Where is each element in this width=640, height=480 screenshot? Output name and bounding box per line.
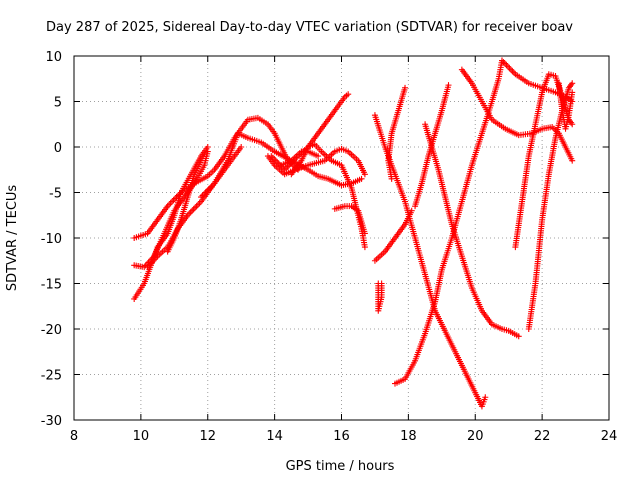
x-tick-label: 24: [601, 429, 618, 444]
y-tick-label: 5: [54, 96, 62, 111]
series-arc-10: [288, 91, 352, 178]
series-arc-13: [371, 207, 415, 264]
x-tick-label: 20: [467, 429, 484, 444]
data-point: [186, 210, 193, 217]
data-point: [196, 200, 203, 207]
data-point: [204, 144, 211, 150]
series-arc-15: [385, 84, 409, 182]
data-point: [187, 209, 194, 216]
series-arc-05: [164, 151, 208, 255]
data-point: [193, 203, 200, 210]
series-layer: [131, 57, 576, 410]
data-point: [358, 175, 365, 182]
data-point: [378, 280, 385, 287]
series-arc-23: [555, 80, 576, 132]
chart-title: Day 287 of 2025, Sidereal Day-to-day VTE…: [46, 20, 573, 35]
data-point: [238, 144, 245, 150]
y-tick-label: 10: [45, 50, 62, 65]
data-point: [388, 175, 395, 182]
data-point: [195, 201, 202, 208]
series-arc-22: [525, 80, 576, 332]
grid: [74, 56, 609, 420]
y-tick-label: -30: [41, 414, 62, 429]
data-point: [569, 80, 576, 87]
data-point: [169, 198, 176, 205]
y-tick-label: 0: [54, 141, 62, 156]
series-arc-06: [198, 130, 365, 201]
series-arc-03: [131, 144, 211, 302]
x-tick-label: 8: [70, 429, 78, 444]
data-point: [361, 244, 368, 251]
data-point: [361, 171, 368, 178]
data-point: [507, 66, 514, 73]
x-tick-label: 10: [133, 429, 150, 444]
data-point: [166, 201, 173, 208]
data-point: [569, 157, 576, 164]
x-tick-label: 22: [534, 429, 551, 444]
x-tick-label: 18: [400, 429, 417, 444]
data-point: [345, 91, 352, 98]
series-arc-18: [412, 82, 452, 210]
data-point: [192, 204, 199, 211]
y-axis-label: SDTVAR / TECUs: [5, 185, 20, 292]
series-arc-11: [331, 203, 368, 237]
data-point: [170, 197, 177, 204]
data-point: [569, 121, 576, 128]
series-arc-17: [422, 121, 522, 340]
y-tick-label: -20: [41, 323, 62, 338]
data-point: [504, 63, 511, 70]
data-point: [408, 207, 415, 214]
x-axis-label: GPS time / hours: [286, 459, 395, 474]
y-tick-label: -10: [41, 232, 62, 247]
data-point: [190, 206, 197, 213]
data-point: [506, 65, 513, 72]
data-point: [482, 394, 489, 401]
data-point: [189, 207, 196, 214]
data-point: [515, 333, 522, 340]
axes: 8 10 12 14 16 18 20 22 24 -30 -25 -20 -15 -10 -5 0 5 10: [41, 50, 618, 444]
series-arc-14: [375, 280, 385, 314]
series-arc-16: [392, 57, 505, 387]
data-point: [509, 68, 516, 75]
series-arc-21: [512, 71, 576, 251]
data-point: [501, 60, 508, 67]
data-point: [201, 151, 208, 158]
x-tick-label: 14: [266, 429, 283, 444]
data-point: [445, 82, 452, 89]
x-tick-label: 16: [333, 429, 350, 444]
data-point: [569, 89, 576, 96]
data-point: [167, 200, 174, 207]
data-point: [315, 153, 322, 160]
y-tick-label: -5: [49, 187, 62, 202]
series-arc-09: [278, 148, 322, 169]
y-tick-label: -25: [41, 369, 62, 384]
data-point: [198, 194, 205, 201]
y-tick-label: -15: [41, 278, 62, 293]
data-point: [361, 230, 368, 237]
data-point: [510, 69, 517, 76]
x-tick-label: 12: [199, 429, 216, 444]
